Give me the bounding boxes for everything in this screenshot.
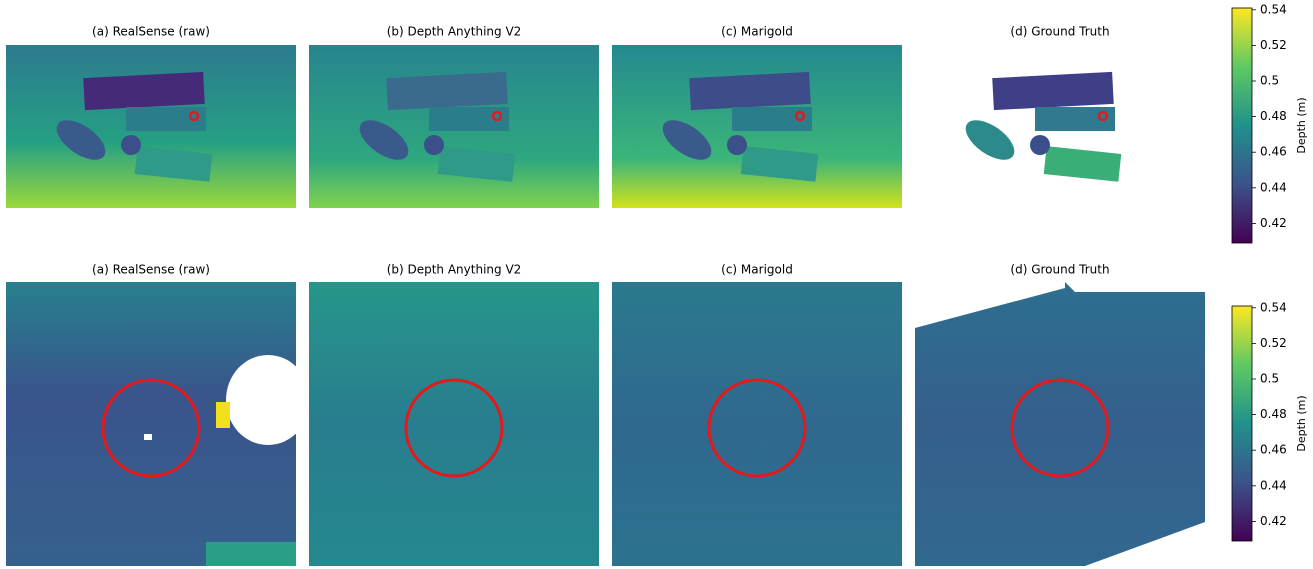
- depth-image: [309, 282, 599, 566]
- depth-image: [915, 282, 1205, 566]
- colorbar-tick-label: 0.52: [1260, 38, 1287, 52]
- panel-title: (c) Marigold: [721, 25, 793, 39]
- figure: (a) RealSense (raw) (b) Depth Anything V2…: [0, 0, 1313, 569]
- object: [992, 72, 1114, 110]
- colorbar-tick-label: 0.5: [1260, 371, 1279, 385]
- object: [121, 135, 141, 155]
- panel-title: (b) Depth Anything V2: [387, 25, 522, 39]
- image-background: [309, 282, 599, 566]
- object: [689, 72, 811, 110]
- colorbar-tick-label: 0.54: [1260, 300, 1287, 314]
- colorbar-tick-label: 0.5: [1260, 73, 1279, 87]
- panel-title: (c) Marigold: [721, 263, 793, 277]
- image-bottom: [206, 542, 296, 566]
- image-background: [915, 282, 1205, 566]
- colorbar-tick-label: 0.48: [1260, 407, 1287, 421]
- panel-title: (b) Depth Anything V2: [387, 263, 522, 277]
- colorbar-tick-label: 0.46: [1260, 145, 1287, 159]
- invalid-pixel: [144, 434, 152, 440]
- object: [386, 72, 508, 110]
- colorbar-label: Depth (m): [1295, 97, 1308, 153]
- colorbar-label: Depth (m): [1295, 395, 1308, 451]
- colorbar-tick-label: 0.42: [1260, 514, 1287, 528]
- panel-title: (a) RealSense (raw): [92, 25, 210, 39]
- invalid-region: [226, 355, 310, 445]
- colorbar: [1232, 8, 1252, 243]
- depth-image: [6, 282, 310, 566]
- object: [1030, 135, 1050, 155]
- colorbar-tick-label: 0.46: [1260, 443, 1287, 457]
- image-background: [612, 282, 902, 566]
- panel-title: (a) RealSense (raw): [92, 263, 210, 277]
- depth-image: [612, 282, 902, 566]
- colorbar-tick-label: 0.54: [1260, 2, 1287, 16]
- depth-image: [309, 45, 599, 208]
- panel-title: (d) Ground Truth: [1010, 25, 1109, 39]
- colorbar-tick-label: 0.44: [1260, 478, 1287, 492]
- object: [424, 135, 444, 155]
- colorbar-tick-label: 0.44: [1260, 180, 1287, 194]
- colorbar-tick-label: 0.52: [1260, 336, 1287, 350]
- outlier: [216, 402, 230, 428]
- colorbar: [1232, 306, 1252, 541]
- colorbar-tick-label: 0.42: [1260, 216, 1287, 230]
- depth-image: [915, 45, 1205, 208]
- object: [83, 72, 205, 110]
- depth-image: [612, 45, 902, 208]
- depth-image: [6, 45, 296, 208]
- colorbar-tick-label: 0.48: [1260, 109, 1287, 123]
- object: [727, 135, 747, 155]
- panel-title: (d) Ground Truth: [1010, 263, 1109, 277]
